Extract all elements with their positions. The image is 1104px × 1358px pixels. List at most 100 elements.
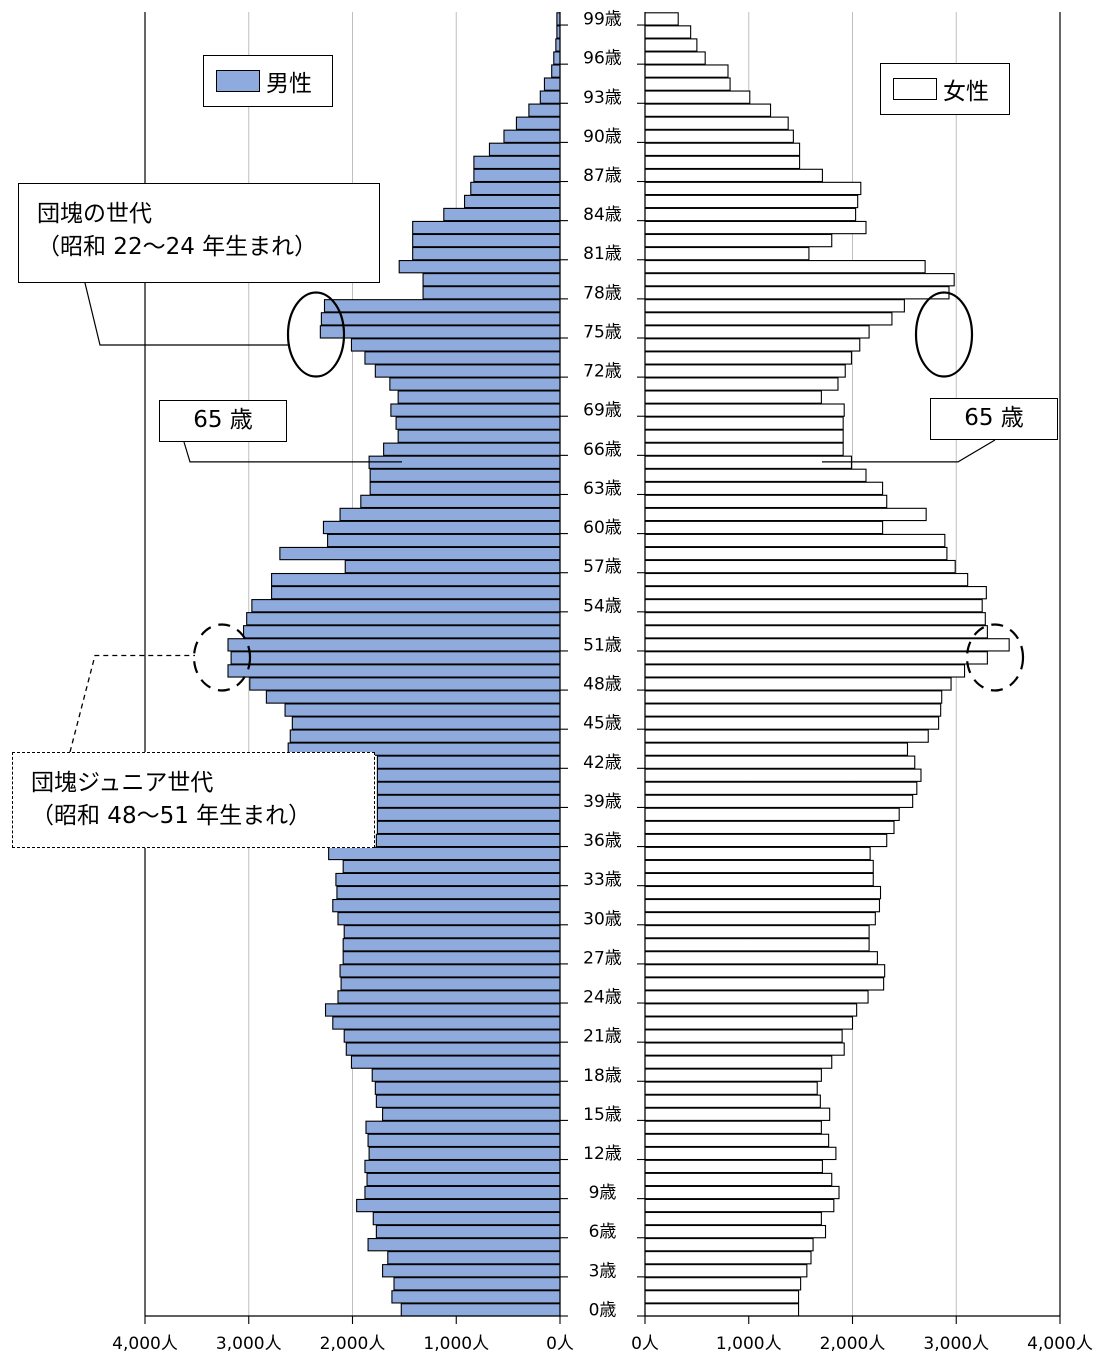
bar-male: [227, 638, 561, 652]
bar-female: [644, 77, 731, 91]
junior-ellipse-left: [192, 623, 252, 692]
bar-female: [644, 651, 988, 665]
bar-male: [332, 898, 561, 913]
age-label: 87歳: [583, 166, 622, 186]
bar-male: [371, 1068, 561, 1082]
bar-female: [644, 1211, 822, 1226]
bar-male: [356, 1198, 561, 1213]
age-label: 39歳: [583, 792, 622, 812]
bar-female: [644, 442, 844, 456]
bar-male: [246, 612, 561, 626]
age-label: 99歳: [583, 10, 622, 30]
legend-male-swatch: [216, 70, 260, 92]
age-label: 96歳: [583, 49, 622, 69]
bar-male: [227, 664, 561, 678]
bar-female: [644, 781, 918, 795]
bar-male: [553, 51, 561, 65]
bar-female: [644, 455, 853, 469]
age-label: 30歳: [583, 909, 622, 929]
bar-female: [644, 951, 878, 965]
age65-left-leader: [183, 441, 402, 463]
bar-female: [644, 820, 895, 835]
bar-female: [644, 1042, 845, 1056]
bar-male: [336, 885, 561, 900]
bar-female: [644, 1185, 840, 1200]
bar-female: [644, 481, 884, 496]
legend-male-label: 男性: [266, 71, 312, 97]
bar-female: [644, 664, 966, 678]
bar-female: [644, 755, 916, 769]
bar-female: [644, 116, 789, 130]
age-label: 45歳: [583, 714, 622, 734]
bar-male: [319, 325, 561, 339]
bar-male: [368, 1146, 561, 1161]
bar-female: [644, 1068, 822, 1082]
age-label: 24歳: [583, 988, 622, 1008]
x-tick-label-left: 2,000人: [320, 1334, 386, 1354]
bar-female: [644, 1224, 827, 1239]
bar-male: [389, 377, 561, 391]
dankai-subtitle: （昭和 22～24 年生まれ）: [37, 234, 318, 261]
bar-male: [271, 586, 561, 600]
age65-left-label: 65 歳: [193, 407, 253, 433]
bar-female: [644, 1094, 821, 1108]
bar-male: [343, 1029, 561, 1043]
age-label: 75歳: [583, 322, 622, 342]
bar-male: [320, 312, 561, 326]
bar-male: [365, 1120, 561, 1134]
bar-female: [644, 299, 905, 313]
dankai-callout-box: 団塊の世代 （昭和 22～24 年生まれ）: [18, 183, 380, 283]
bar-female: [644, 1146, 837, 1161]
bar-female: [644, 129, 794, 143]
dankai-title: 団塊の世代: [37, 201, 152, 227]
bar-male: [342, 859, 561, 874]
bar-female: [644, 885, 882, 900]
bar-female: [644, 559, 956, 574]
bar-male: [383, 442, 561, 456]
age-label: 93歳: [583, 88, 622, 108]
x-tick-label-left: 1,000人: [423, 1334, 489, 1354]
bar-male: [366, 1172, 561, 1187]
age-label: 15歳: [583, 1105, 622, 1125]
bar-female: [644, 1277, 802, 1291]
age-label: 60歳: [583, 518, 622, 538]
callout-lines: [69, 282, 1025, 753]
bar-female: [644, 703, 942, 717]
age-label: 6歳: [589, 1222, 617, 1242]
bar-male: [382, 1107, 561, 1121]
age-label: 51歳: [583, 635, 622, 655]
bar-female: [644, 1251, 812, 1265]
bar-male: [387, 1251, 561, 1265]
bar-male: [251, 599, 561, 613]
bar-male: [412, 220, 561, 235]
bar-male: [443, 207, 561, 222]
bar-female: [644, 716, 940, 730]
bar-male: [284, 703, 561, 717]
bar-male: [327, 533, 561, 548]
age-label: 81歳: [583, 244, 622, 264]
bar-male: [463, 194, 561, 209]
bar-male: [422, 273, 561, 287]
bar-female: [644, 338, 861, 352]
age65-left-box: 65 歳: [159, 400, 287, 442]
bar-female: [644, 403, 845, 417]
bar-female: [644, 846, 871, 861]
x-tick-label-right: 2,000人: [820, 1334, 886, 1354]
bar-male: [364, 1185, 561, 1200]
bar-male: [382, 1264, 561, 1278]
bar-male: [422, 286, 561, 300]
bar-male: [342, 951, 561, 965]
bar-female: [644, 1238, 814, 1252]
age-label: 66歳: [583, 440, 622, 460]
age-label: 42歳: [583, 753, 622, 773]
bar-female: [644, 364, 846, 378]
bar-female: [644, 51, 706, 65]
bar-male: [367, 1238, 561, 1252]
bar-male: [376, 820, 561, 835]
bar-female: [644, 1133, 830, 1148]
bar-female: [644, 142, 801, 156]
age-label: 3歳: [589, 1261, 617, 1281]
bar-female: [644, 390, 822, 404]
legend-male: 男性: [203, 55, 333, 107]
bar-female: [644, 794, 914, 808]
